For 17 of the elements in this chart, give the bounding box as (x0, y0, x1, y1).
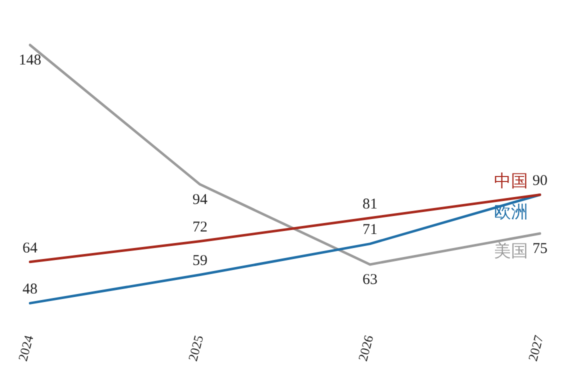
data-label: 71 (362, 222, 378, 238)
data-label: 90 (532, 173, 548, 190)
data-label: 59 (192, 253, 208, 270)
x-tick-label: 2027 (524, 333, 546, 363)
series-label: 中国 (494, 172, 528, 191)
series-label: 美国 (494, 241, 528, 260)
data-label: 81 (362, 196, 378, 212)
data-label: 148 (18, 52, 42, 68)
data-label: 48 (22, 282, 38, 298)
x-tick-label: 2026 (354, 333, 376, 363)
data-label: 64 (22, 240, 38, 256)
x-tick-label: 2024 (14, 333, 36, 363)
data-label: 94 (192, 192, 208, 208)
data-label: 75 (532, 240, 548, 257)
data-label: 63 (362, 272, 378, 288)
data-label: 72 (192, 220, 208, 236)
x-tick-label: 2025 (184, 334, 206, 363)
